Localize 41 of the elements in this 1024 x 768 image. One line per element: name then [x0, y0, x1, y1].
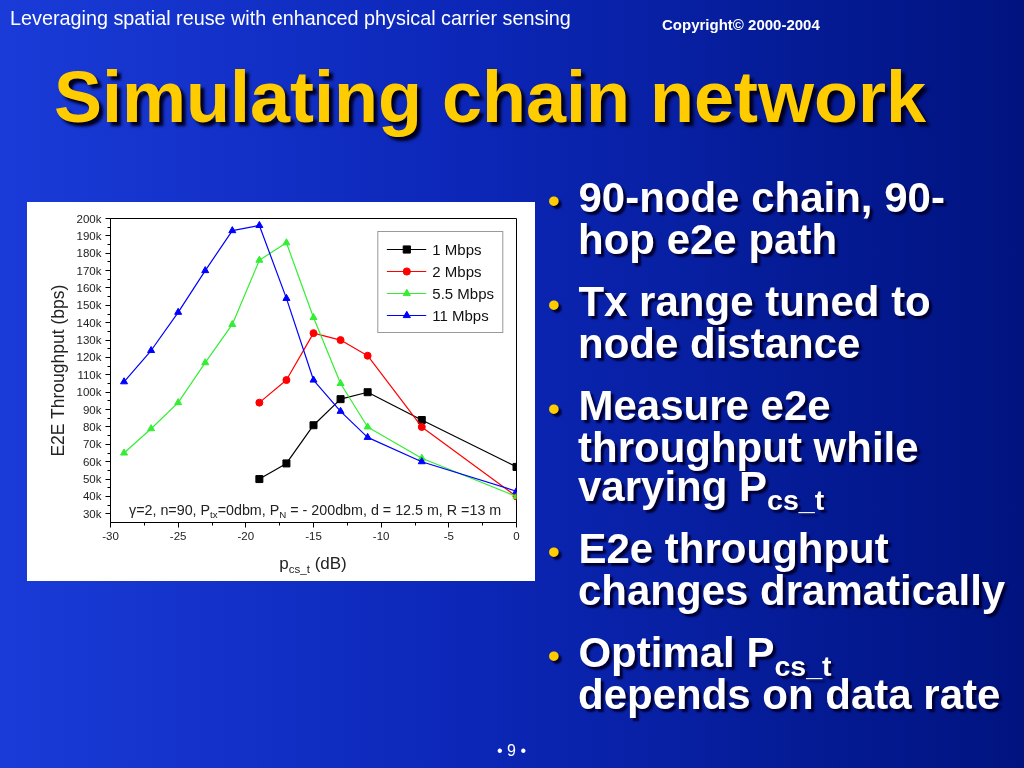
y-tick-label: 80k — [82, 420, 102, 433]
text: • Measure e2e throughput while varying P$_{cs_t}$ — [548, 382, 920, 517]
x-tick-label: 0 — [513, 529, 520, 542]
y-tick-label: 200k — [76, 212, 102, 225]
y-tick-label: 170k — [76, 264, 102, 277]
x-tick-label: -20 — [237, 529, 255, 542]
text: Copyright© 2000-2004 — [662, 15, 820, 35]
x-tick-label: -10 — [372, 529, 390, 542]
annotation: γ=2, n=90, P$_{tx}$=0dbm, P$_{N}$ = - 200dbm, d = 12.5 m, R =13 m — [129, 501, 502, 521]
text: • 9 • — [497, 741, 526, 761]
y-tick-label: 160k — [76, 281, 102, 294]
y-tick-label: 40k — [82, 490, 102, 503]
legend-label: 1 Mbps — [432, 240, 482, 258]
y-tick-label: 180k — [76, 247, 102, 260]
text: • Optimal P$_{cs_t}$ depends on data rate — [548, 629, 1002, 718]
y-tick-label: 150k — [76, 299, 102, 312]
text: Leveraging spatial reuse with enhanced physical carrier sensing — [10, 6, 571, 31]
text: • E2e throughput changes dramatically — [548, 525, 1007, 614]
y-tick-label: 70k — [82, 438, 102, 451]
y-tick-label: 140k — [76, 316, 102, 329]
x-tick-label: -30 — [102, 529, 119, 542]
y-tick-label: 110k — [77, 368, 102, 381]
x-axis-title: p$_{cs_t}$ (dB) — [278, 553, 348, 576]
legend-label: 2 Mbps — [432, 262, 482, 280]
x-tick-label: -25 — [169, 529, 187, 542]
x-tick-label: -5 — [443, 529, 454, 542]
legend-label: 5.5 Mbps — [432, 284, 494, 302]
text: • Tx range tuned to node distance — [548, 278, 932, 367]
y-tick-label: 60k — [82, 455, 102, 468]
y-tick-label: 90k — [82, 403, 102, 416]
legend-label: 11 Mbps — [432, 306, 489, 324]
y-axis-title: E2E Throughput (bps) — [47, 284, 68, 457]
y-tick-label: 120k — [76, 351, 102, 364]
x-tick-label: -15 — [305, 529, 322, 542]
y-tick-label: 50k — [82, 473, 102, 486]
y-tick-label: 130k — [76, 334, 102, 347]
text: • 90-node chain, 90-hop e2e path — [548, 174, 946, 263]
y-tick-label: 190k — [76, 229, 102, 242]
y-tick-label: 100k — [76, 386, 102, 399]
y-tick-label: 30k — [82, 507, 102, 520]
chart-title: Simulating chain network — [54, 57, 927, 138]
